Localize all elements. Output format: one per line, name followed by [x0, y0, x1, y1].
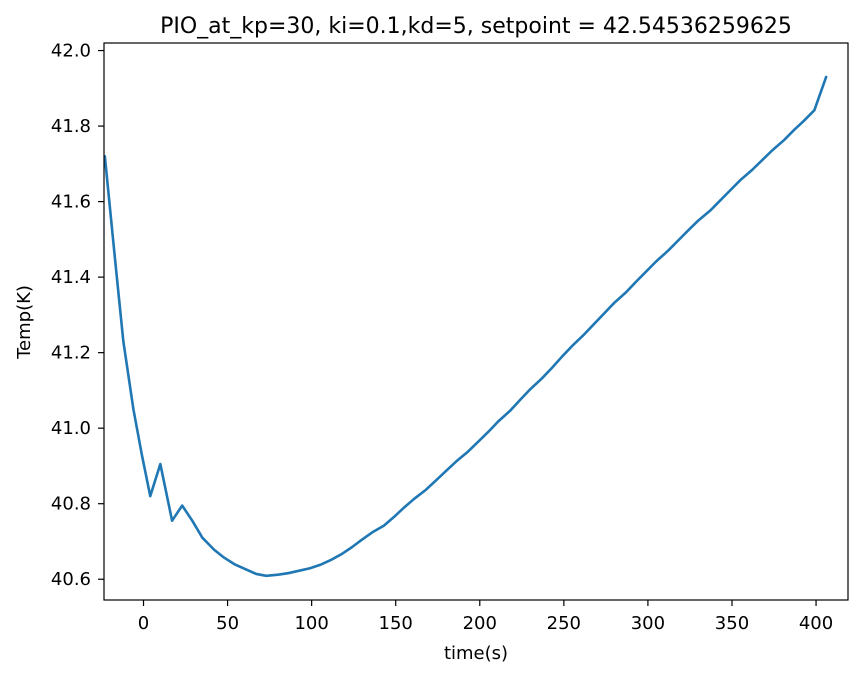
y-tick-label: 40.6 [51, 569, 91, 590]
series-line [104, 75, 828, 578]
x-tick-label: 0 [138, 613, 149, 634]
x-axis: 0 50 100 150 200 250 300 350 400 [138, 600, 833, 634]
y-tick-label: 41.6 [51, 192, 91, 213]
x-tick-label: 250 [547, 613, 581, 634]
y-tick-label: 41.0 [51, 418, 91, 439]
x-tick-label: 300 [631, 613, 665, 634]
y-axis-label: Temp(K) [14, 285, 35, 360]
plot-area-frame [103, 42, 849, 601]
x-tick-label: 350 [715, 613, 749, 634]
chart-title: PIO_at_kp=30, ki=0.1,kd=5, setpoint = 42… [160, 14, 792, 39]
y-tick-label: 41.4 [51, 267, 91, 288]
series-layer [104, 75, 828, 578]
y-tick-label: 41.8 [51, 116, 91, 137]
y-tick-label: 42.0 [51, 41, 91, 62]
y-axis: 40.6 40.8 41.0 41.2 41.4 41.6 41.8 42.0 [51, 41, 104, 590]
x-axis-label: time(s) [444, 643, 508, 664]
y-tick-label: 40.8 [51, 494, 91, 515]
x-tick-label: 400 [799, 613, 833, 634]
x-tick-label: 200 [463, 613, 497, 634]
y-tick-label: 41.2 [51, 343, 91, 364]
x-tick-label: 150 [379, 613, 413, 634]
x-tick-label: 100 [294, 613, 328, 634]
x-tick-label: 50 [216, 613, 239, 634]
